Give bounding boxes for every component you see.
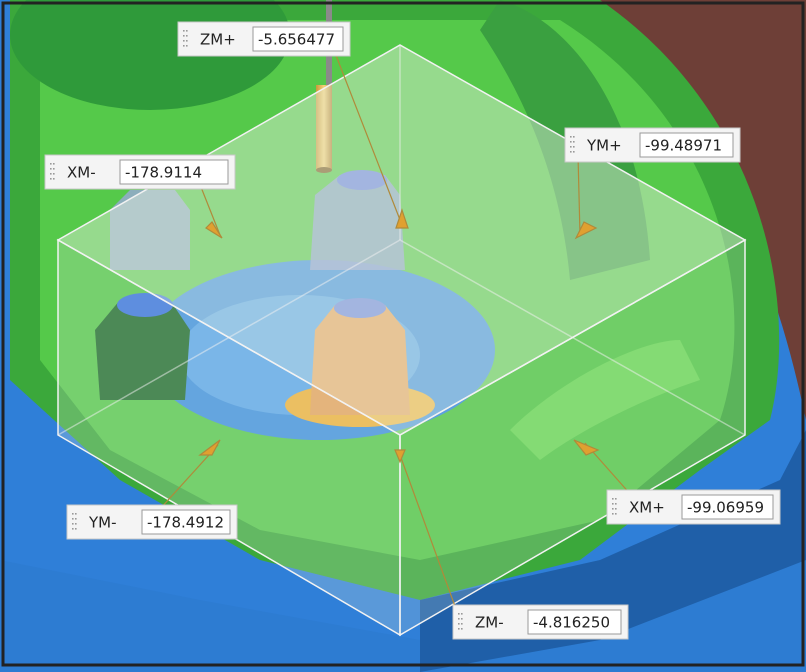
- dimension-label: XM+ -99.06959: [606, 489, 781, 525]
- value-field[interactable]: [141, 509, 231, 535]
- grip-dot: [458, 613, 460, 615]
- value-field[interactable]: [681, 494, 774, 520]
- grip-dot: [615, 513, 617, 515]
- grip-dot: [615, 508, 617, 510]
- value-text[interactable]: -99.06959: [687, 499, 764, 517]
- dimension-label: XM- -178.9114: [44, 154, 236, 190]
- value-text[interactable]: -5.656477: [258, 31, 335, 49]
- grip-dot: [570, 151, 572, 153]
- label-name: YM-: [88, 514, 117, 532]
- value-field[interactable]: [639, 132, 734, 158]
- grip-dot: [53, 163, 55, 165]
- dimension-labels: ZM+ -5.656477 XM- -178.9114 YM+ -99.48971 YM- -…: [44, 21, 781, 640]
- grip-dot: [570, 146, 572, 148]
- value-text[interactable]: -99.48971: [645, 137, 722, 155]
- value-field[interactable]: [527, 609, 622, 635]
- grip-dot: [186, 30, 188, 32]
- value-text[interactable]: -4.816250: [533, 614, 610, 632]
- grip-dot: [573, 136, 575, 138]
- value-field[interactable]: [119, 159, 229, 185]
- grip-dot: [183, 30, 185, 32]
- dimension-label: ZM- -4.816250: [452, 604, 629, 640]
- value-text[interactable]: -178.4912: [147, 514, 224, 532]
- grip-dot: [461, 618, 463, 620]
- value-text[interactable]: -178.9114: [125, 164, 202, 182]
- grip-dot: [50, 173, 52, 175]
- grip-dot: [461, 623, 463, 625]
- grip-dot: [183, 45, 185, 47]
- grip-dot: [612, 508, 614, 510]
- grip-dot: [615, 503, 617, 505]
- grip-dot: [53, 168, 55, 170]
- grip-dot: [72, 523, 74, 525]
- grip-dot: [612, 503, 614, 505]
- grip-dot: [612, 498, 614, 500]
- grip-dot: [183, 35, 185, 37]
- drag-handles: [149, 39, 641, 621]
- grip-dot: [75, 513, 77, 515]
- grip-dot: [186, 35, 188, 37]
- grip-dot: [75, 528, 77, 530]
- grip-dot: [183, 40, 185, 42]
- grip-dot: [75, 518, 77, 520]
- grip-dot: [50, 178, 52, 180]
- grip-dot: [72, 513, 74, 515]
- grip-dot: [53, 178, 55, 180]
- label-name: XM-: [67, 164, 96, 182]
- grip-dot: [458, 628, 460, 630]
- grip-dot: [72, 528, 74, 530]
- grip-dot: [50, 168, 52, 170]
- grip-dot: [186, 45, 188, 47]
- grip-dot: [458, 623, 460, 625]
- grip-dot: [75, 523, 77, 525]
- label-name: YM+: [586, 137, 622, 155]
- grip-dot: [573, 141, 575, 143]
- value-field[interactable]: [252, 26, 344, 52]
- grip-dot: [186, 40, 188, 42]
- grip-dot: [72, 518, 74, 520]
- label-name: ZM-: [475, 614, 504, 632]
- dimension-label: YM+ -99.48971: [564, 127, 741, 163]
- label-name: ZM+: [200, 31, 236, 49]
- grip-dot: [612, 513, 614, 515]
- grip-dot: [570, 141, 572, 143]
- pillars: [95, 0, 435, 427]
- grip-dot: [615, 498, 617, 500]
- grip-dot: [461, 628, 463, 630]
- grip-dot: [570, 136, 572, 138]
- grip-dot: [573, 151, 575, 153]
- label-name: XM+: [629, 499, 665, 517]
- grip-dot: [458, 618, 460, 620]
- grip-dot: [461, 613, 463, 615]
- dimension-label: ZM+ -5.656477: [177, 21, 351, 57]
- bounding-box: [56, 44, 747, 637]
- grip-dot: [53, 173, 55, 175]
- grip-dot: [50, 163, 52, 165]
- grip-dot: [573, 146, 575, 148]
- dimension-label: YM- -178.4912: [66, 504, 238, 540]
